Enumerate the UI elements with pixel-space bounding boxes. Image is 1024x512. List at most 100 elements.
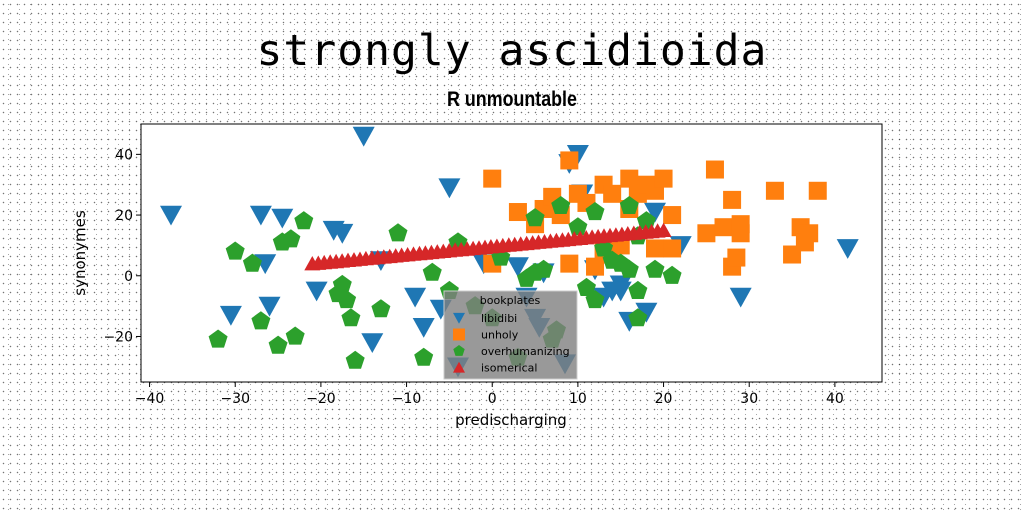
unholy-point — [808, 181, 827, 200]
unholy-point — [663, 206, 682, 225]
x-tick-label: −30 — [220, 391, 250, 407]
legend-marker-libidibi — [453, 312, 465, 324]
y-tick-label: 20 — [115, 208, 133, 224]
overhumanizing-point — [281, 229, 301, 248]
x-tick-label: 40 — [826, 391, 844, 407]
overhumanizing-point — [294, 211, 314, 230]
libidibi-point — [331, 223, 354, 244]
chart-title: strongly ascidioida — [256, 26, 768, 76]
y-tick-label: −20 — [103, 329, 133, 345]
libidibi-point — [836, 239, 859, 259]
unholy-point — [731, 215, 750, 234]
overhumanizing-point — [585, 202, 605, 221]
overhumanizing-point — [645, 259, 665, 278]
y-tick-label: 40 — [115, 147, 133, 163]
unholy-point — [723, 190, 742, 209]
unholy-point — [765, 181, 784, 200]
legend-label-unholy: unholy — [481, 329, 519, 342]
overhumanizing-point — [628, 308, 648, 327]
x-tick-label: 10 — [569, 391, 587, 407]
overhumanizing-point — [414, 347, 434, 366]
libidibi-point — [404, 287, 427, 308]
overhumanizing-point — [628, 280, 648, 299]
unholy-point — [645, 239, 664, 258]
isomerical-point — [655, 222, 672, 237]
libidibi-point — [258, 296, 281, 317]
unholy-point — [508, 203, 527, 222]
libidibi-point — [271, 208, 294, 229]
unholy-point — [800, 224, 819, 243]
overhumanizing-point — [551, 196, 571, 214]
unholy-point — [705, 160, 724, 179]
unholy-point — [663, 239, 682, 258]
overhumanizing-point — [341, 308, 361, 327]
libidibi-point — [305, 281, 328, 302]
overhumanizing-point — [242, 253, 262, 272]
y-axis-label: synonymes — [71, 210, 89, 296]
legend-marker-isomerical — [453, 361, 465, 373]
unholy-point — [714, 218, 733, 237]
libidibi-point — [249, 205, 272, 226]
unholy-point — [483, 169, 502, 188]
unholy-point — [697, 224, 716, 243]
overhumanizing-point — [208, 329, 228, 348]
legend-label-overhumanizing: overhumanizing — [481, 345, 570, 358]
overhumanizing-point — [268, 335, 288, 354]
unholy-point — [603, 184, 622, 203]
overhumanizing-point — [525, 208, 545, 227]
overhumanizing-point — [285, 326, 305, 345]
overhumanizing-point — [337, 290, 357, 309]
libidibi-point — [352, 126, 375, 147]
overhumanizing-point — [576, 277, 596, 296]
series-isomerical — [304, 222, 672, 271]
libidibi-point — [361, 333, 384, 353]
overhumanizing-point — [619, 259, 639, 278]
x-tick-label: −20 — [306, 391, 336, 407]
unholy-point — [654, 169, 673, 188]
x-tick-label: 30 — [740, 391, 758, 407]
libidibi-point — [729, 287, 752, 308]
overhumanizing-point — [568, 217, 588, 236]
overhumanizing-point — [619, 196, 639, 214]
unholy-point — [586, 257, 605, 276]
libidibi-point — [412, 318, 435, 338]
x-tick-label: −10 — [392, 391, 422, 407]
legend-marker-overhumanizing — [453, 345, 465, 356]
overhumanizing-point — [534, 259, 554, 278]
x-tick-label: −40 — [135, 391, 165, 407]
legend: bookplates libidibi unholy overhumanizing i… — [443, 290, 578, 380]
overhumanizing-point — [251, 311, 271, 330]
libidibi-point — [160, 205, 182, 226]
libidibi-point — [506, 257, 529, 278]
y-tick-label: 0 — [124, 269, 133, 285]
unholy-point — [560, 254, 579, 273]
x-axis-label: predischarging — [455, 411, 567, 429]
x-tick-label: 0 — [488, 391, 497, 407]
libidibi-point — [438, 178, 461, 199]
x-tick-label: 20 — [655, 391, 673, 407]
chart-subtitle: R unmountable — [447, 88, 577, 111]
unholy-point — [560, 151, 579, 170]
legend-box — [443, 290, 578, 380]
libidibi-point — [644, 202, 666, 223]
overhumanizing-point — [388, 223, 408, 242]
libidibi-point — [635, 302, 658, 323]
overhumanizing-point — [371, 299, 391, 318]
overhumanizing-point — [585, 290, 605, 309]
overhumanizing-point — [422, 262, 442, 281]
unholy-point — [727, 248, 746, 267]
legend-label-isomerical: isomerical — [481, 362, 537, 375]
legend-title: bookplates — [480, 294, 541, 307]
plot-frame — [140, 123, 883, 383]
overhumanizing-point — [345, 350, 365, 369]
libidibi-point — [219, 305, 242, 326]
overhumanizing-point — [662, 265, 682, 284]
overhumanizing-point — [225, 241, 245, 260]
overhumanizing-point — [332, 274, 352, 293]
unholy-point — [620, 169, 639, 188]
legend-marker-unholy — [453, 328, 465, 341]
legend-label-libidibi: libidibi — [481, 312, 517, 325]
libidibi-point — [609, 281, 632, 302]
